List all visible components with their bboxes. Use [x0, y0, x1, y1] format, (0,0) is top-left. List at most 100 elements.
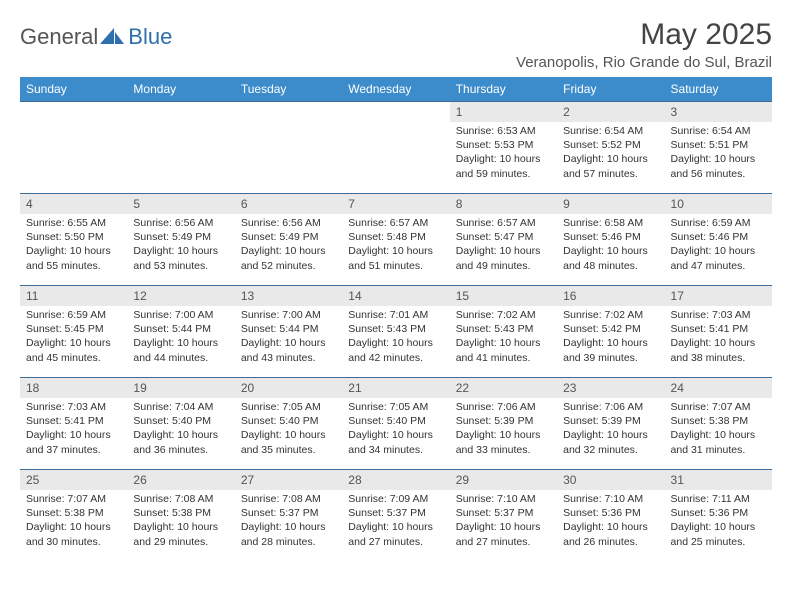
daylight-line: Daylight: 10 hours and 48 minutes. [563, 244, 658, 272]
day-data: Sunrise: 7:10 AMSunset: 5:37 PMDaylight:… [450, 490, 557, 553]
sunrise-line: Sunrise: 7:09 AM [348, 492, 443, 506]
calendar-cell: 4Sunrise: 6:55 AMSunset: 5:50 PMDaylight… [20, 194, 127, 286]
day-number: 21 [342, 378, 449, 398]
calendar-cell: 25Sunrise: 7:07 AMSunset: 5:38 PMDayligh… [20, 470, 127, 562]
sunset-line: Sunset: 5:36 PM [563, 506, 658, 520]
day-number: 15 [450, 286, 557, 306]
calendar-cell: 1Sunrise: 6:53 AMSunset: 5:53 PMDaylight… [450, 102, 557, 194]
sunrise-line: Sunrise: 7:07 AM [26, 492, 121, 506]
calendar-table: SundayMondayTuesdayWednesdayThursdayFrid… [20, 77, 772, 562]
day-number: 3 [665, 102, 772, 122]
sunrise-line: Sunrise: 7:06 AM [563, 400, 658, 414]
day-header: Wednesday [342, 77, 449, 102]
day-data: Sunrise: 7:00 AMSunset: 5:44 PMDaylight:… [127, 306, 234, 369]
daylight-line: Daylight: 10 hours and 34 minutes. [348, 428, 443, 456]
sunset-line: Sunset: 5:38 PM [671, 414, 766, 428]
sunrise-line: Sunrise: 6:56 AM [241, 216, 336, 230]
daylight-line: Daylight: 10 hours and 27 minutes. [456, 520, 551, 548]
day-data: Sunrise: 7:07 AMSunset: 5:38 PMDaylight:… [665, 398, 772, 461]
day-data: Sunrise: 6:55 AMSunset: 5:50 PMDaylight:… [20, 214, 127, 277]
sunrise-line: Sunrise: 7:00 AM [133, 308, 228, 322]
sunset-line: Sunset: 5:43 PM [456, 322, 551, 336]
calendar-cell: 15Sunrise: 7:02 AMSunset: 5:43 PMDayligh… [450, 286, 557, 378]
calendar-cell: 8Sunrise: 6:57 AMSunset: 5:47 PMDaylight… [450, 194, 557, 286]
sunrise-line: Sunrise: 7:07 AM [671, 400, 766, 414]
daylight-line: Daylight: 10 hours and 45 minutes. [26, 336, 121, 364]
sunset-line: Sunset: 5:50 PM [26, 230, 121, 244]
sunset-line: Sunset: 5:38 PM [26, 506, 121, 520]
day-header: Thursday [450, 77, 557, 102]
day-number: 10 [665, 194, 772, 214]
sunrise-line: Sunrise: 7:01 AM [348, 308, 443, 322]
sunrise-line: Sunrise: 6:55 AM [26, 216, 121, 230]
sunset-line: Sunset: 5:40 PM [133, 414, 228, 428]
day-number: 30 [557, 470, 664, 490]
daylight-line: Daylight: 10 hours and 32 minutes. [563, 428, 658, 456]
daylight-line: Daylight: 10 hours and 44 minutes. [133, 336, 228, 364]
sunset-line: Sunset: 5:47 PM [456, 230, 551, 244]
calendar-cell: 18Sunrise: 7:03 AMSunset: 5:41 PMDayligh… [20, 378, 127, 470]
daylight-line: Daylight: 10 hours and 31 minutes. [671, 428, 766, 456]
location: Veranopolis, Rio Grande do Sul, Brazil [516, 54, 772, 71]
calendar-cell: 11Sunrise: 6:59 AMSunset: 5:45 PMDayligh… [20, 286, 127, 378]
daylight-line: Daylight: 10 hours and 39 minutes. [563, 336, 658, 364]
day-data: Sunrise: 7:08 AMSunset: 5:37 PMDaylight:… [235, 490, 342, 553]
day-number: 24 [665, 378, 772, 398]
sunrise-line: Sunrise: 7:04 AM [133, 400, 228, 414]
day-number: 1 [450, 102, 557, 122]
day-data: Sunrise: 7:06 AMSunset: 5:39 PMDaylight:… [450, 398, 557, 461]
day-data: Sunrise: 7:03 AMSunset: 5:41 PMDaylight:… [20, 398, 127, 461]
day-header: Tuesday [235, 77, 342, 102]
sunset-line: Sunset: 5:52 PM [563, 138, 658, 152]
day-data: Sunrise: 7:07 AMSunset: 5:38 PMDaylight:… [20, 490, 127, 553]
day-number: 18 [20, 378, 127, 398]
calendar-cell: 3Sunrise: 6:54 AMSunset: 5:51 PMDaylight… [665, 102, 772, 194]
calendar-cell: 17Sunrise: 7:03 AMSunset: 5:41 PMDayligh… [665, 286, 772, 378]
daylight-line: Daylight: 10 hours and 33 minutes. [456, 428, 551, 456]
sunrise-line: Sunrise: 6:59 AM [671, 216, 766, 230]
calendar-body: 0 0 0 0 1Sunrise: 6:53 AMSunset: 5:53 PM… [20, 102, 772, 562]
day-header: Monday [127, 77, 234, 102]
sunrise-line: Sunrise: 6:57 AM [456, 216, 551, 230]
sunrise-line: Sunrise: 7:06 AM [456, 400, 551, 414]
sunset-line: Sunset: 5:49 PM [133, 230, 228, 244]
sunset-line: Sunset: 5:41 PM [671, 322, 766, 336]
sunrise-line: Sunrise: 7:08 AM [241, 492, 336, 506]
day-header-row: SundayMondayTuesdayWednesdayThursdayFrid… [20, 77, 772, 102]
day-data: Sunrise: 7:05 AMSunset: 5:40 PMDaylight:… [235, 398, 342, 461]
day-data: Sunrise: 6:59 AMSunset: 5:45 PMDaylight:… [20, 306, 127, 369]
day-number: 19 [127, 378, 234, 398]
daylight-line: Daylight: 10 hours and 28 minutes. [241, 520, 336, 548]
header: General Blue May 2025 Veranopolis, Rio G… [20, 18, 772, 71]
calendar-cell: 23Sunrise: 7:06 AMSunset: 5:39 PMDayligh… [557, 378, 664, 470]
day-number: 13 [235, 286, 342, 306]
calendar-cell: 24Sunrise: 7:07 AMSunset: 5:38 PMDayligh… [665, 378, 772, 470]
daylight-line: Daylight: 10 hours and 30 minutes. [26, 520, 121, 548]
day-data: Sunrise: 7:02 AMSunset: 5:43 PMDaylight:… [450, 306, 557, 369]
day-number: 7 [342, 194, 449, 214]
daylight-line: Daylight: 10 hours and 55 minutes. [26, 244, 121, 272]
daylight-line: Daylight: 10 hours and 49 minutes. [456, 244, 551, 272]
day-number: 14 [342, 286, 449, 306]
sunrise-line: Sunrise: 7:03 AM [26, 400, 121, 414]
sunset-line: Sunset: 5:48 PM [348, 230, 443, 244]
daylight-line: Daylight: 10 hours and 35 minutes. [241, 428, 336, 456]
calendar-cell: 12Sunrise: 7:00 AMSunset: 5:44 PMDayligh… [127, 286, 234, 378]
calendar-cell: 21Sunrise: 7:05 AMSunset: 5:40 PMDayligh… [342, 378, 449, 470]
calendar-row: 11Sunrise: 6:59 AMSunset: 5:45 PMDayligh… [20, 286, 772, 378]
daylight-line: Daylight: 10 hours and 51 minutes. [348, 244, 443, 272]
sunset-line: Sunset: 5:40 PM [241, 414, 336, 428]
sunset-line: Sunset: 5:51 PM [671, 138, 766, 152]
calendar-cell: 13Sunrise: 7:00 AMSunset: 5:44 PMDayligh… [235, 286, 342, 378]
day-data: Sunrise: 6:56 AMSunset: 5:49 PMDaylight:… [127, 214, 234, 277]
calendar-cell: 7Sunrise: 6:57 AMSunset: 5:48 PMDaylight… [342, 194, 449, 286]
daylight-line: Daylight: 10 hours and 41 minutes. [456, 336, 551, 364]
sunrise-line: Sunrise: 7:05 AM [241, 400, 336, 414]
sunset-line: Sunset: 5:53 PM [456, 138, 551, 152]
sunset-line: Sunset: 5:37 PM [456, 506, 551, 520]
calendar-row: 0 0 0 0 1Sunrise: 6:53 AMSunset: 5:53 PM… [20, 102, 772, 194]
sunrise-line: Sunrise: 6:59 AM [26, 308, 121, 322]
daylight-line: Daylight: 10 hours and 59 minutes. [456, 152, 551, 180]
day-data: Sunrise: 6:54 AMSunset: 5:51 PMDaylight:… [665, 122, 772, 185]
sunrise-line: Sunrise: 7:10 AM [456, 492, 551, 506]
